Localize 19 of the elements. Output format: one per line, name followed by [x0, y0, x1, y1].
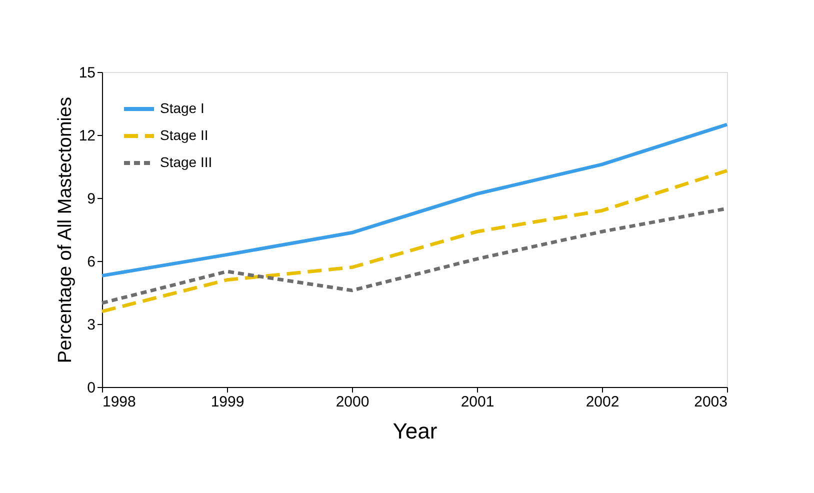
x-tick-label: 1998 — [102, 394, 136, 410]
x-axis-title: Year — [392, 418, 438, 444]
y-tick-label: 15 — [78, 64, 96, 82]
x-tick-label: 2000 — [336, 394, 370, 410]
legend-label: Stage I — [160, 100, 204, 116]
y-tick-label: 9 — [87, 190, 96, 208]
line-series — [100, 122, 729, 278]
y-tick-label: 12 — [78, 128, 96, 144]
y-tick-label: 3 — [87, 316, 96, 334]
legend-label: Stage III — [160, 154, 212, 170]
legend-label: Stage II — [160, 127, 208, 143]
x-tick-label: 2002 — [586, 394, 620, 410]
y-tick-label: 0 — [87, 380, 96, 396]
x-tick-label: 2003 — [694, 394, 728, 410]
x-tick-label: 1999 — [210, 394, 244, 410]
y-tick-label: 6 — [87, 254, 96, 270]
line-series — [100, 168, 729, 314]
y-axis-title: Percentage of All Mastectomies — [54, 96, 76, 364]
x-tick-label: 2001 — [460, 394, 494, 410]
